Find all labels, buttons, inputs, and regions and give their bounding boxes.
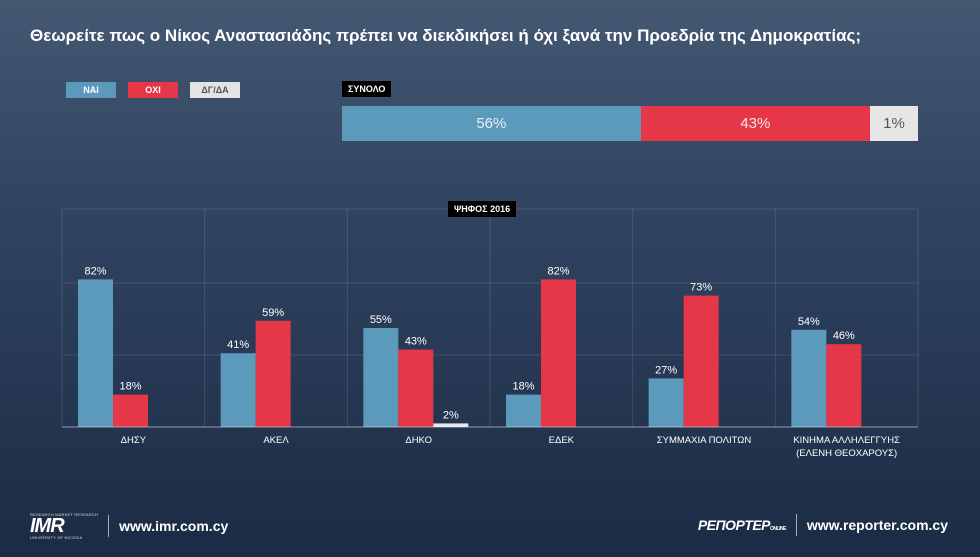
category-label-line2: (ΕΛΕΝΗ ΘΕΟΧΑΡΟΥΣ) bbox=[796, 448, 897, 459]
bar-nai bbox=[648, 378, 684, 427]
total-label: ΣΥΝΟΛΟ bbox=[342, 81, 392, 97]
category-label: ΕΔΕΚ bbox=[549, 435, 575, 446]
reporter-footer: ΡΕΠΟΡΤΕΡONLINE www.reporter.com.cy bbox=[698, 514, 948, 536]
imr-logo-sub: UNIVERSITY OF NICOSIA bbox=[30, 535, 83, 540]
bar-oxi bbox=[398, 349, 434, 427]
category-label: ΑΚΕΛ bbox=[263, 435, 289, 446]
legend-oxi: ΟΧΙ bbox=[128, 82, 178, 98]
reporter-site-link[interactable]: www.reporter.com.cy bbox=[806, 517, 948, 533]
category-label: ΣΥΜΜΑΧΙΑ ΠΟΛΙΤΩΝ bbox=[657, 435, 752, 446]
reporter-logo-sup: ONLINE bbox=[770, 526, 786, 532]
legend-dgda: ΔΓ/ΔΑ bbox=[190, 82, 240, 98]
total-nai-segment: 56% bbox=[342, 106, 641, 141]
total-oxi-segment: 43% bbox=[640, 106, 871, 141]
bar-value-label: 2% bbox=[443, 409, 459, 421]
bar-dgda bbox=[433, 423, 469, 427]
bar-value-label: 73% bbox=[690, 282, 712, 294]
legend-nai: ΝΑΙ bbox=[66, 82, 116, 98]
total-dgda-segment: 1% bbox=[870, 106, 918, 141]
bar-nai bbox=[506, 394, 541, 427]
imr-site-link[interactable]: www.imr.com.cy bbox=[119, 518, 229, 534]
bar-oxi bbox=[541, 279, 576, 427]
bar-value-label: 46% bbox=[833, 330, 855, 342]
bar-nai bbox=[78, 279, 113, 427]
bar-nai bbox=[220, 353, 256, 427]
footer-divider bbox=[108, 515, 110, 537]
reporter-logo-text: ΡΕΠΟΡΤΕΡ bbox=[697, 517, 771, 533]
total-bar: 56% 43% 1% bbox=[342, 106, 918, 141]
imr-logo-text: IMR bbox=[30, 515, 65, 537]
category-label: ΔΗΚΟ bbox=[405, 435, 432, 446]
vote-2016-label: ΨΗΦΟΣ 2016 bbox=[448, 201, 517, 217]
bar-oxi bbox=[113, 394, 148, 427]
bar-nai bbox=[363, 328, 399, 427]
legend: ΝΑΙ ΟΧΙ ΔΓ/ΔΑ bbox=[66, 82, 240, 98]
category-label: ΔΗΣΥ bbox=[121, 435, 147, 446]
bar-oxi bbox=[826, 344, 862, 427]
bar-oxi bbox=[255, 320, 291, 427]
bar-value-label: 55% bbox=[370, 314, 392, 326]
bar-value-label: 59% bbox=[262, 307, 284, 319]
bar-value-label: 54% bbox=[798, 316, 820, 328]
category-label: ΚΙΝΗΜΑ ΑΛΛΗΛΕΓΓΥΗΣ bbox=[793, 435, 900, 446]
vote-2016-chart: 82% 18% ΔΗΣΥ 41% 59% ΑΚΕΛ 55% 43% 2% ΔΗΚΟ 18% 82% ΕΔ… bbox=[78, 265, 900, 459]
imr-footer: RESEARCH MARKET RESEARCH IMR UNIVERSITY … bbox=[30, 512, 228, 540]
bar-value-label: 18% bbox=[119, 381, 141, 393]
bar-value-label: 18% bbox=[512, 381, 534, 393]
bar-value-label: 82% bbox=[547, 265, 569, 277]
imr-logo-tagline: RESEARCH MARKET RESEARCH bbox=[30, 512, 99, 517]
footer-divider bbox=[795, 514, 797, 536]
bar-value-label: 41% bbox=[227, 339, 249, 351]
reporter-logo: ΡΕΠΟΡΤΕΡONLINE bbox=[697, 517, 787, 533]
bar-oxi bbox=[683, 295, 719, 427]
imr-logo: RESEARCH MARKET RESEARCH IMR UNIVERSITY … bbox=[30, 512, 98, 540]
bar-value-label: 27% bbox=[655, 364, 677, 376]
page-title: Θεωρείτε πως ο Νίκος Αναστασιάδης πρέπει… bbox=[30, 26, 862, 45]
bar-value-label: 43% bbox=[405, 336, 427, 348]
bar-nai bbox=[791, 329, 827, 427]
bar-value-label: 82% bbox=[84, 265, 106, 277]
